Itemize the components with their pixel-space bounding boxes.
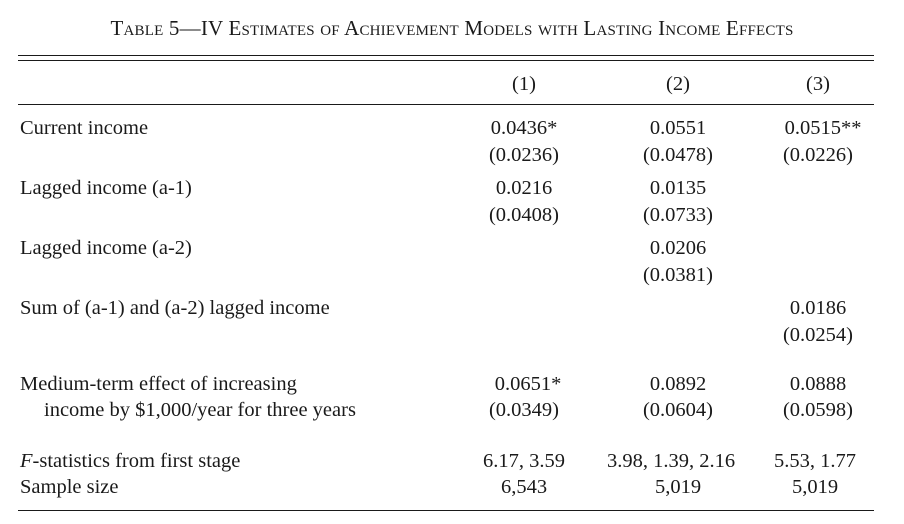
- fstat-2: 3.98, 1.39, 2.16: [606, 450, 736, 472]
- fstat-1: 6.17, 3.59: [483, 450, 565, 472]
- coef-current-income-1: 0.0436*: [490, 117, 558, 139]
- row-label-lagged-income-a1: Lagged income (a-1): [20, 177, 192, 199]
- row-label-sum-lagged-income: Sum of (a-1) and (a-2) lagged income: [20, 297, 330, 319]
- top-rule-1: [18, 55, 874, 56]
- coef-current-income-2: 0.0551: [649, 117, 707, 139]
- coef-lagged-a1-2: 0.0135: [649, 177, 707, 199]
- se-medium-term-1: (0.0349): [488, 399, 560, 421]
- sample-size-3: 5,019: [791, 476, 839, 498]
- coef-current-income-3: 0.0515**: [784, 117, 862, 139]
- sample-size-1: 6,543: [500, 476, 548, 498]
- coef-sum-lagged-3: 0.0186: [789, 297, 847, 319]
- column-header-1: (1): [512, 73, 536, 95]
- row-label-f-statistics: F-statistics from first stage: [20, 449, 240, 473]
- se-lagged-a1-1: (0.0408): [488, 204, 560, 226]
- coef-lagged-a1-1: 0.0216: [495, 177, 553, 199]
- fstat-3: 5.53, 1.77: [774, 450, 856, 472]
- se-current-income-3: (0.0226): [782, 144, 854, 166]
- se-current-income-2: (0.0478): [642, 144, 714, 166]
- table-title: Table 5—IV Estimates of Achievement Mode…: [110, 16, 794, 40]
- f-statistics-label-rest: -statistics from first stage: [32, 450, 241, 472]
- row-label-sample-size: Sample size: [20, 476, 119, 498]
- se-current-income-1: (0.0236): [488, 144, 560, 166]
- coef-medium-term-1: 0.0651*: [494, 373, 562, 395]
- header-rule: [18, 104, 874, 105]
- row-label-lagged-income-a2: Lagged income (a-2): [20, 237, 192, 259]
- sample-size-2: 5,019: [654, 476, 702, 498]
- se-lagged-a2-2: (0.0381): [642, 264, 714, 286]
- bottom-rule: [18, 510, 874, 511]
- se-medium-term-3: (0.0598): [782, 399, 854, 421]
- f-statistics-label-italic: F: [20, 450, 33, 472]
- column-header-2: (2): [666, 73, 690, 95]
- row-label-medium-term-effect-cont: income by $1,000/year for three years: [44, 399, 356, 421]
- row-label-current-income: Current income: [20, 117, 149, 139]
- coef-lagged-a2-2: 0.0206: [649, 237, 707, 259]
- coef-medium-term-2: 0.0892: [649, 373, 707, 395]
- se-lagged-a1-2: (0.0733): [642, 204, 714, 226]
- column-header-3: (3): [806, 73, 830, 95]
- se-medium-term-2: (0.0604): [642, 399, 714, 421]
- coef-medium-term-3: 0.0888: [789, 373, 847, 395]
- row-label-medium-term-effect: Medium-term effect of increasing: [20, 373, 297, 395]
- se-sum-lagged-3: (0.0254): [782, 324, 854, 346]
- top-rule-2: [18, 60, 874, 61]
